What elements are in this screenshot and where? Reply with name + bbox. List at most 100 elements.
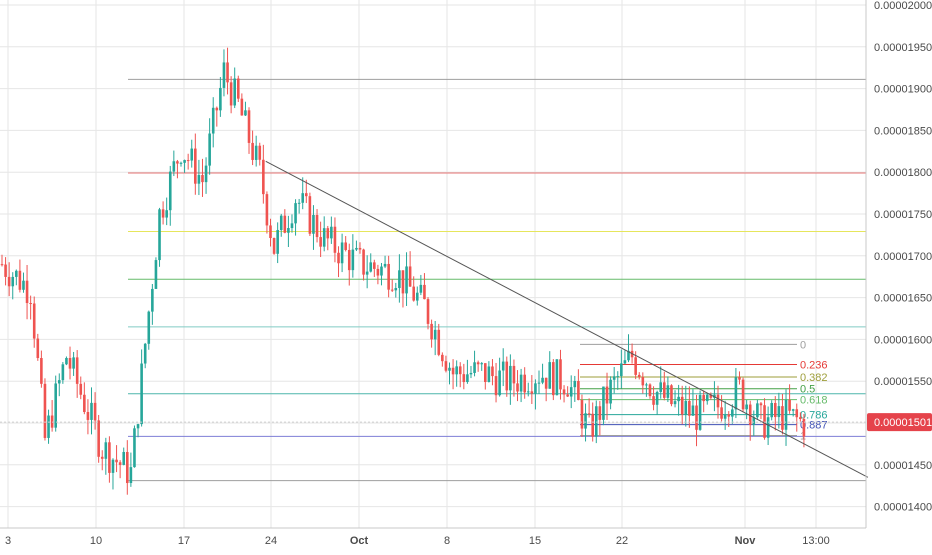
candle	[652, 386, 655, 411]
candle	[25, 264, 29, 320]
candle	[229, 76, 233, 114]
y-tick-label: 0.00002000	[874, 0, 932, 12]
candle	[172, 150, 176, 177]
candle	[133, 425, 136, 468]
candle	[505, 356, 509, 397]
candle	[358, 242, 362, 254]
candle	[659, 366, 663, 399]
candle	[620, 349, 623, 389]
candle	[186, 153, 190, 170]
candle	[390, 279, 394, 293]
candle	[623, 350, 627, 365]
candle	[641, 372, 645, 394]
candle	[143, 342, 147, 369]
candle	[441, 352, 444, 367]
y-tick-label: 0.00001800	[874, 167, 932, 179]
candle	[165, 197, 168, 226]
candle	[176, 159, 179, 179]
candle	[781, 393, 784, 435]
candle	[544, 377, 548, 402]
fib-level-label: 0.382	[800, 372, 828, 384]
candle	[104, 437, 108, 475]
candle	[612, 366, 616, 394]
candle	[530, 375, 534, 405]
candle	[136, 423, 140, 438]
candle	[741, 377, 745, 413]
candle	[83, 382, 86, 415]
grid	[0, 0, 866, 528]
candle	[770, 400, 773, 421]
candle	[376, 264, 380, 285]
candle	[559, 349, 562, 400]
candle	[784, 389, 788, 446]
candle	[208, 118, 211, 175]
candle	[766, 406, 770, 446]
candle	[437, 323, 441, 357]
candle	[609, 376, 612, 410]
candle	[344, 236, 347, 252]
x-tick-label: Oct	[350, 535, 369, 547]
x-tick-label: 22	[616, 535, 628, 547]
candle	[716, 385, 720, 419]
candle	[287, 215, 290, 248]
candle	[426, 297, 430, 330]
y-tick-label: 0.00001700	[874, 251, 932, 263]
candle	[68, 346, 72, 380]
candle	[251, 130, 254, 166]
candle	[408, 251, 412, 287]
candle	[398, 254, 401, 303]
y-tick-label: 0.00001850	[874, 125, 932, 137]
candle	[100, 450, 104, 471]
descending-trendline[interactable]	[265, 160, 869, 478]
candle	[168, 165, 172, 226]
candle	[405, 252, 408, 306]
trendline[interactable]	[265, 160, 869, 478]
candle	[423, 273, 426, 300]
candle	[802, 414, 806, 448]
candle	[587, 398, 591, 418]
candle	[40, 350, 43, 388]
candle	[580, 394, 584, 438]
candle	[698, 390, 702, 431]
candle	[487, 361, 491, 383]
candles	[0, 47, 806, 495]
candle	[752, 410, 756, 436]
candle	[788, 384, 791, 414]
candle	[326, 225, 330, 251]
candle	[494, 362, 498, 403]
candle	[720, 395, 723, 422]
candle	[433, 320, 437, 356]
candle	[773, 396, 777, 431]
fib-level-label: 0.5	[800, 384, 815, 396]
candle	[355, 240, 358, 252]
candle	[247, 107, 251, 154]
candle	[11, 272, 15, 300]
candle	[161, 201, 165, 225]
candle	[670, 384, 673, 407]
candle	[61, 362, 65, 384]
candle	[466, 359, 469, 384]
candle	[108, 436, 111, 483]
candle	[204, 157, 208, 194]
candle	[541, 363, 544, 385]
candle	[118, 460, 122, 479]
candle	[347, 243, 351, 286]
last-price-tag: 0.00001501	[0, 413, 932, 432]
horizontal-lines	[128, 78, 866, 482]
candle	[498, 357, 501, 397]
price-axis[interactable]: 0.00002000 0.00001950 0.00001900 0.00001850…	[865, 0, 932, 528]
x-tick-label: 8	[444, 535, 450, 547]
candle	[90, 387, 93, 435]
time-axis[interactable]: 3 10 17 24 Oct 8 15 22 Nov 13:00	[0, 527, 866, 547]
candle	[297, 198, 301, 214]
x-tick-label: 10	[90, 535, 102, 547]
candle	[7, 262, 11, 297]
candle	[680, 385, 684, 425]
candle	[333, 217, 337, 263]
candle	[705, 393, 709, 405]
fib-level-label: 0.236	[800, 359, 828, 371]
candle	[233, 67, 236, 109]
